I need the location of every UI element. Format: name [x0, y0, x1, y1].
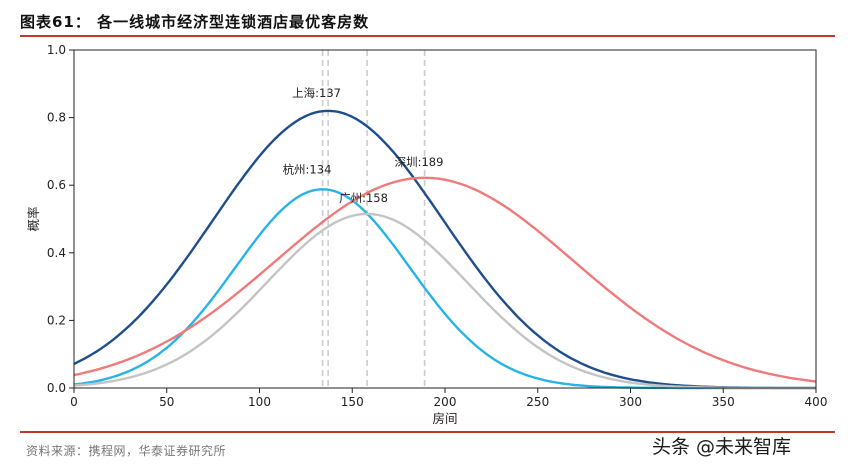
y-tick-label-1: 1.0 — [47, 43, 66, 57]
series-line-广州 — [73, 212, 816, 390]
x-tick-label-0: 0 — [70, 395, 78, 409]
data-label-上海: 上海:137 — [292, 86, 341, 100]
y-tick-label-0.6: 0.6 — [47, 178, 66, 192]
y-tick-label-0.4: 0.4 — [47, 246, 66, 260]
y-axis-label: 概率 — [26, 206, 41, 231]
x-axis-label: 房间 — [432, 411, 457, 426]
x-tick-label-350: 350 — [712, 395, 735, 409]
top-divider — [20, 35, 835, 37]
y-tick-label-0: 0.0 — [47, 381, 66, 395]
x-tick-label-200: 200 — [434, 395, 457, 409]
x-tick-label-250: 250 — [526, 395, 549, 409]
watermark-text: 头条 @未来智库 — [652, 436, 792, 458]
data-label-杭州: 杭州:134 — [283, 162, 332, 176]
series-line-杭州 — [73, 188, 816, 390]
x-tick-label-150: 150 — [341, 395, 364, 409]
x-tick-label-300: 300 — [619, 395, 642, 409]
source-note: 资料来源：携程网，华泰证券研究所 — [26, 444, 227, 458]
title-bar: 图表61： 各一线城市经济型连锁酒店最优客房数 — [20, 6, 835, 36]
plot-frame — [73, 49, 817, 389]
y-tick-label-0.2: 0.2 — [47, 313, 66, 327]
watermark: 头条 @未来智库 — [652, 432, 791, 459]
series-line-上海 — [73, 109, 816, 390]
series-line-深圳 — [73, 176, 817, 383]
page-title: 图表61： 各一线城市经济型连锁酒店最优客房数 — [20, 13, 370, 31]
data-label-广州: 广州:158 — [339, 191, 388, 205]
x-tick-label-400: 400 — [805, 395, 828, 409]
bottom-divider — [20, 431, 835, 433]
x-tick-label-50: 50 — [159, 395, 174, 409]
x-tick-label-100: 100 — [248, 395, 271, 409]
y-tick-label-0.8: 0.8 — [47, 111, 66, 125]
data-label-深圳: 深圳:189 — [395, 155, 444, 169]
chart: 上海:137 杭州:134 广州:158 深圳:189 0 50 100 150 200 250 3… — [26, 43, 827, 426]
chart-area: 上海:137 杭州:134 广州:158 深圳:189 0 50 100 150 200 250 3… — [26, 43, 827, 426]
